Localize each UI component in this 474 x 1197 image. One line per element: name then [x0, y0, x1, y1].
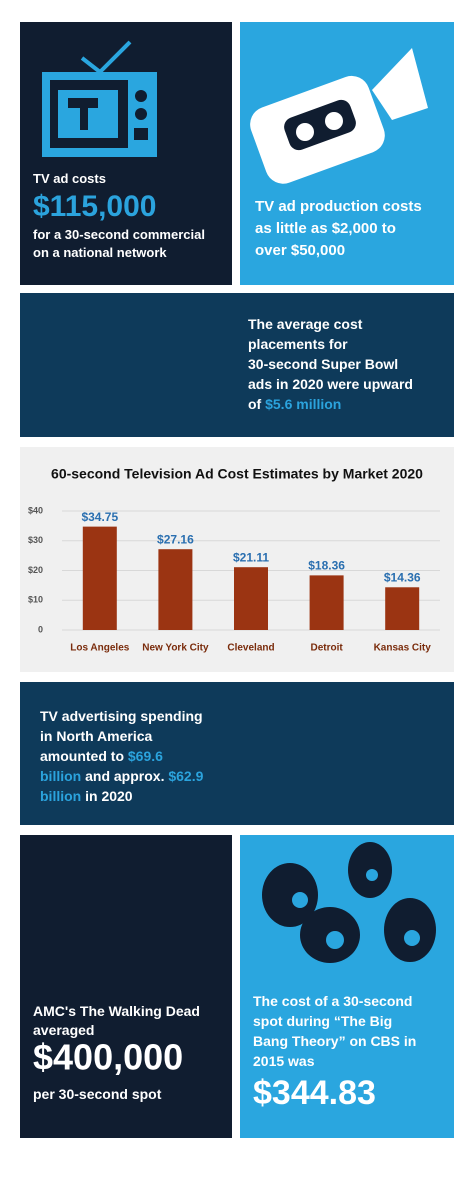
text-line: The average cost — [248, 316, 363, 332]
text-line: spot during “The Big — [253, 1013, 392, 1029]
text-line: ads in 2020 were upward — [248, 376, 413, 392]
text-line: for a 30-second commercial — [33, 227, 205, 242]
text-run: 2015 was — [253, 1053, 315, 1069]
text-run: spot during “The Big — [253, 1013, 392, 1029]
text-run: AMC's The Walking Dead — [33, 1003, 200, 1019]
faces-illustration — [262, 842, 436, 963]
text-run: The average cost — [248, 316, 363, 332]
highlight: billion — [40, 768, 81, 784]
bar — [158, 549, 193, 630]
highlight: $62.9 — [168, 768, 203, 784]
text-run: TV advertising spending — [40, 708, 203, 724]
text-run: as little as — [255, 220, 332, 237]
x-tick-label: Cleveland — [227, 643, 274, 654]
camera-icon — [250, 48, 428, 184]
text-line: over $50,000 — [255, 242, 345, 259]
text-run: to — [378, 220, 396, 237]
text-run: TV ad costs — [33, 171, 106, 186]
text-line: TV advertising spending — [40, 708, 203, 724]
bar — [385, 587, 420, 630]
text-line: 30-second Super Bowl — [248, 356, 398, 372]
bar — [82, 526, 117, 630]
text-run: The cost of a 30-second — [253, 993, 412, 1009]
x-tick-label: Detroit — [310, 643, 343, 654]
x-tick-label: New York City — [142, 643, 209, 654]
text-line: on a national network — [33, 245, 167, 260]
value-label: $27.16 — [157, 532, 194, 546]
value-label: $14.36 — [384, 570, 421, 584]
text-line: TV ad production costs — [255, 198, 422, 215]
text-run: of — [248, 396, 265, 412]
highlight: $69.6 — [128, 748, 163, 764]
text-line: averaged — [33, 1022, 94, 1038]
text-run: TV ad production costs — [255, 198, 422, 215]
y-tick-label: 0 — [38, 624, 43, 634]
value-label: $21.11 — [233, 550, 269, 564]
x-tick-label: Los Angeles — [70, 643, 130, 654]
y-tick-label: $40 — [28, 505, 43, 515]
chart-title: 60-second Television Ad Cost Estimates b… — [51, 466, 423, 482]
text-line: per 30-second spot — [33, 1086, 162, 1102]
text-line: billion and approx. $62.9 — [40, 768, 204, 784]
text-line: TV ad costs — [33, 171, 106, 186]
text-run: over — [255, 242, 291, 259]
text-run: for a 30-second commercial — [33, 227, 205, 242]
text-run: amounted to — [40, 748, 128, 764]
text-line: 2015 was — [253, 1053, 315, 1069]
text-run: Bang Theory” on CBS in — [253, 1033, 416, 1049]
panel-spending — [20, 682, 454, 825]
x-tick-label: Kansas City — [374, 643, 432, 654]
text-line: as little as $2,000 to — [255, 220, 396, 237]
text-run: on a national network — [33, 245, 167, 260]
text-run: averaged — [33, 1022, 94, 1038]
bar — [234, 567, 268, 630]
amount: $115,000 — [33, 190, 156, 223]
text-line: billion in 2020 — [40, 788, 133, 804]
text-line: in North America — [40, 728, 152, 744]
text-run: and approx. — [81, 768, 168, 784]
amount: $400,000 — [33, 1037, 183, 1078]
text-run: 30-second Super Bowl — [248, 356, 398, 372]
text-run: placements for — [248, 336, 348, 352]
highlight: $50,000 — [291, 242, 345, 259]
text-run: in 2020 — [81, 788, 133, 804]
text-run: per 30-second spot — [33, 1086, 162, 1102]
highlight: $2,000 — [332, 220, 378, 237]
value-label: $34.75 — [81, 510, 118, 524]
y-tick-label: $20 — [28, 565, 43, 575]
bar — [309, 575, 344, 630]
panel-walking-dead — [20, 835, 232, 1138]
tv-icon — [42, 40, 157, 157]
text-line: placements for — [248, 336, 348, 352]
highlight: billion — [40, 788, 81, 804]
text-run: ads in 2020 were upward — [248, 376, 413, 392]
text-line: amounted to $69.6 — [40, 748, 163, 764]
text-line: Bang Theory” on CBS in — [253, 1033, 416, 1049]
text-line: of $5.6 million — [248, 396, 341, 412]
text-run: in North America — [40, 728, 152, 744]
value-label: $18.36 — [308, 559, 345, 573]
text-line: The cost of a 30-second — [253, 993, 412, 1009]
y-tick-label: $30 — [28, 535, 43, 545]
highlight: $5.6 million — [265, 396, 341, 412]
y-tick-label: $10 — [28, 595, 43, 605]
text-line: AMC's The Walking Dead — [33, 1003, 200, 1019]
amount: $344.83 — [253, 1074, 376, 1112]
panel-super-bowl — [20, 293, 454, 437]
